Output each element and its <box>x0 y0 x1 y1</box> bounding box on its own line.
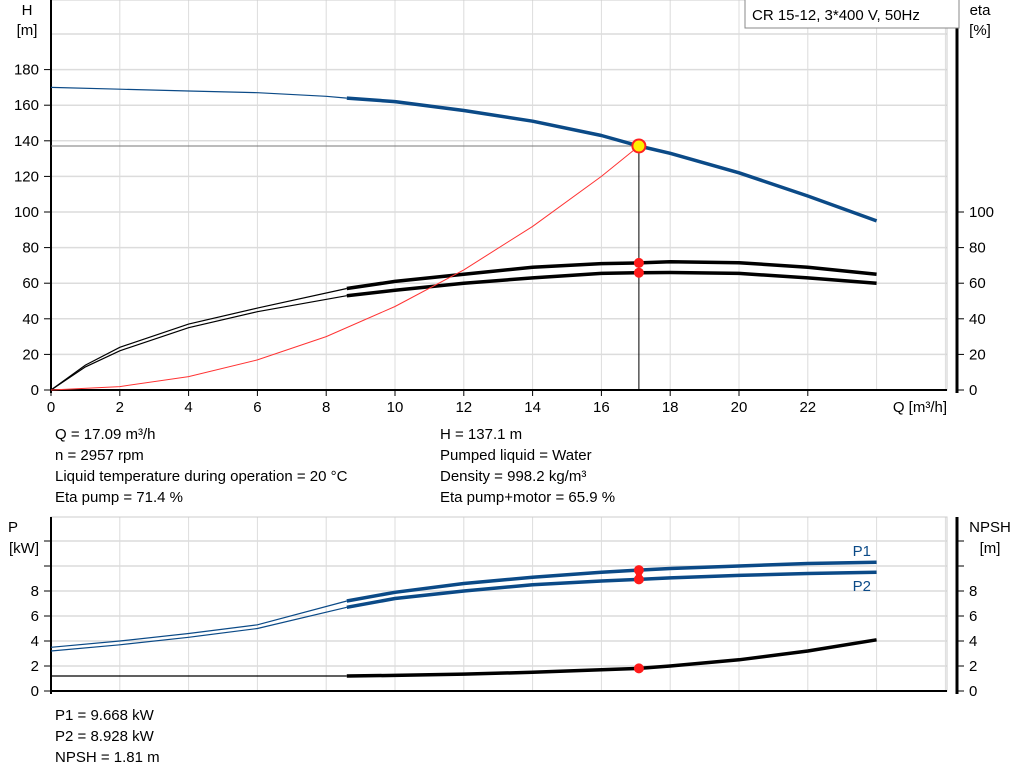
plot-frame <box>50 0 948 391</box>
y-tick-label: 100 <box>14 204 39 221</box>
x-tick-label: 22 <box>799 399 816 416</box>
p-tick-label: 8 <box>31 583 39 600</box>
curve-eta_pump <box>346 260 877 291</box>
p2-marker <box>633 574 644 585</box>
npsh-tick-label: 0 <box>969 683 977 700</box>
x-tick-label: 2 <box>116 399 124 416</box>
y-tick-label: 20 <box>22 346 39 363</box>
y-tick-label: 80 <box>22 240 39 257</box>
curve-P1-extrapolated <box>50 600 347 648</box>
x-tick-label: 20 <box>731 399 748 416</box>
eta-pump-motor-marker <box>633 267 644 278</box>
h-axis-unit: [m] <box>17 22 38 39</box>
info-eta-pump-motor: Eta pump+motor = 65.9 % <box>440 489 616 506</box>
y-tick-label: 180 <box>14 62 39 79</box>
info-density: Density = 998.2 kg/m³ <box>440 468 587 485</box>
p2-label: P2 <box>853 578 871 595</box>
x-tick-label: 4 <box>184 399 192 416</box>
y-tick-label: 120 <box>14 168 39 185</box>
info-top-left: Q = 17.09 m³/h n = 2957 rpm Liquid tempe… <box>55 424 347 508</box>
info-n: n = 2957 rpm <box>55 447 144 464</box>
npsh-tick-label: 2 <box>969 658 977 675</box>
npsh-marker <box>633 663 644 674</box>
duty-point-marker <box>631 138 647 154</box>
x-tick-label: 6 <box>253 399 261 416</box>
curve-H-extrapolated <box>50 86 347 99</box>
x-tick-label: 0 <box>47 399 55 416</box>
p-axis-unit: [kW] <box>9 540 39 557</box>
y-tick-label: 160 <box>14 97 39 114</box>
npsh-tick-label: 4 <box>969 633 977 650</box>
y-tick-label: 0 <box>31 382 39 399</box>
eta-tick-label: 80 <box>969 240 986 257</box>
info-top-right: H = 137.1 m Pumped liquid = Water Densit… <box>440 424 615 508</box>
info-eta-pump: Eta pump = 71.4 % <box>55 489 183 506</box>
eta-pump-marker <box>633 257 644 268</box>
y-tick-label: 40 <box>22 311 39 328</box>
npsh-tick-label: 8 <box>969 583 977 600</box>
y-tick-label: 140 <box>14 133 39 150</box>
info-bottom: P1 = 9.668 kW P2 = 8.928 kW NPSH = 1.81 … <box>55 705 160 768</box>
p-tick-label: 6 <box>31 608 39 625</box>
npsh-tick-label: 6 <box>969 608 977 625</box>
eta-axis-label: eta <box>970 2 992 19</box>
p1-marker <box>633 565 644 576</box>
info-npsh: NPSH = 1.81 m <box>55 749 160 766</box>
info-q: Q = 17.09 m³/h <box>55 426 156 443</box>
p-axis-label: P <box>8 519 18 536</box>
y-tick-label: 60 <box>22 275 39 292</box>
eta-axis-unit: [%] <box>969 22 991 39</box>
legend-title: CR 15-12, 3*400 V, 50Hz <box>752 7 920 24</box>
x-tick-label: 12 <box>455 399 472 416</box>
curve-P2-extrapolated <box>50 606 347 652</box>
p-tick-label: 4 <box>31 633 39 650</box>
eta-tick-label: 40 <box>969 311 986 328</box>
plot-frame <box>50 516 948 692</box>
p1-label: P1 <box>853 543 871 560</box>
info-p2: P2 = 8.928 kW <box>55 728 154 745</box>
eta-tick-label: 0 <box>969 382 977 399</box>
curve-NPSH <box>346 638 877 678</box>
curve-H <box>346 96 878 223</box>
x-tick-label: 8 <box>322 399 330 416</box>
curve-eta_pump-extrapolated <box>50 287 347 391</box>
p-tick-label: 0 <box>31 683 39 700</box>
npsh-axis-label: NPSH <box>969 519 1011 536</box>
x-axis-label: Q [m³/h] <box>893 399 947 416</box>
eta-tick-label: 100 <box>969 204 994 221</box>
curve-eta_pump_motor <box>346 270 877 298</box>
curve-P1 <box>346 560 877 603</box>
npsh-axis-unit: [m] <box>980 540 1001 557</box>
eta-tick-label: 60 <box>969 275 986 292</box>
info-p1: P1 = 9.668 kW <box>55 707 154 724</box>
p-tick-label: 2 <box>31 658 39 675</box>
info-h: H = 137.1 m <box>440 426 523 443</box>
eta-tick-label: 20 <box>969 346 986 363</box>
x-tick-label: 10 <box>387 399 404 416</box>
info-temp: Liquid temperature during operation = 20… <box>55 468 348 485</box>
curve-system <box>50 145 640 391</box>
legend-box <box>744 0 960 29</box>
curve-P2 <box>346 570 877 610</box>
h-axis-label: H <box>22 2 33 19</box>
x-tick-label: 14 <box>524 399 541 416</box>
curve-eta_pump_motor-extrapolated <box>50 295 347 391</box>
x-tick-label: 18 <box>662 399 679 416</box>
x-tick-label: 16 <box>593 399 610 416</box>
info-liquid: Pumped liquid = Water <box>440 447 592 464</box>
